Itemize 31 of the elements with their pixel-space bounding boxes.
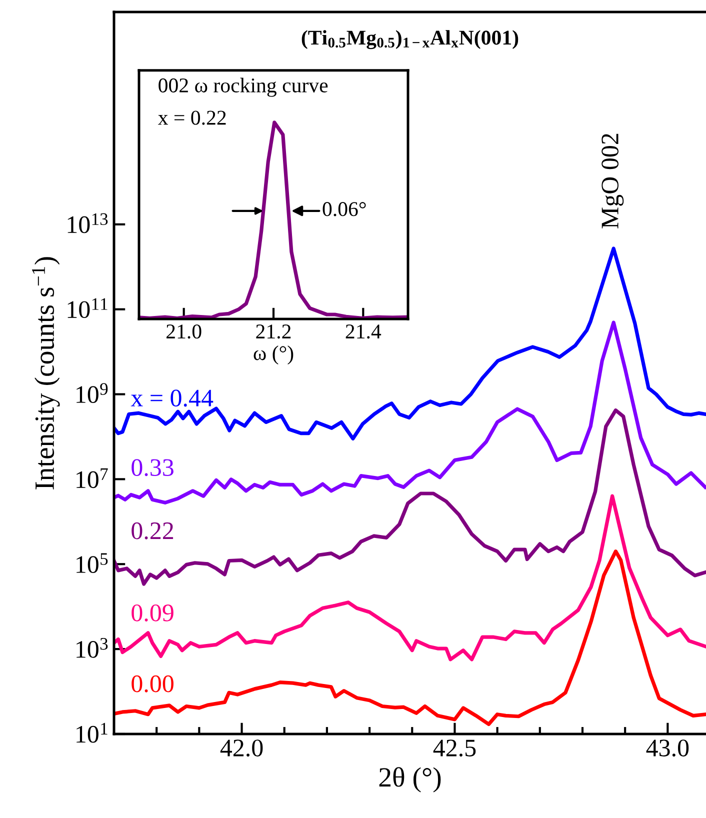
- chart-title: (Ti$_{0.5}$Mg$_{0.5}$)$_{1−x}$Al$_{x}$N(001): [302, 30, 518, 50]
- x-tick-label: 21.0: [166, 324, 202, 339]
- y-tick-label: 10$^{1}$: [76, 722, 108, 743]
- annotation: MgO 002: [602, 134, 624, 228]
- x-axis-title: ω (°): [254, 346, 294, 364]
- y-tick-label: 10$^{13}$: [68, 213, 108, 234]
- line-series: [114, 550, 706, 726]
- y-tick-label: 10$^{9}$: [76, 383, 108, 404]
- annotation: 0.06°: [322, 202, 366, 216]
- annotation: x = 0.22: [158, 110, 226, 125]
- y-tick-label: 10$^{5}$: [76, 553, 108, 574]
- series-label: 0.33: [132, 459, 174, 476]
- line-series: [114, 246, 706, 440]
- x-tick-label: 43.0: [646, 740, 689, 757]
- line-series: [114, 408, 706, 586]
- annotation: 002 ω rocking curve: [158, 78, 328, 97]
- series-label: 0.00: [132, 675, 174, 692]
- x-tick-label: 42.0: [220, 740, 263, 757]
- series-label: 0.09: [132, 604, 174, 622]
- y-tick-label: 10$^{7}$: [76, 468, 108, 488]
- y-tick-label: 10$^{3}$: [76, 638, 108, 658]
- series-label: 0.22: [132, 522, 174, 540]
- x-tick-label: 21.4: [346, 324, 382, 339]
- y-axis-title: Intensity (counts s$^{−1}$): [32, 257, 60, 490]
- line-series: [114, 494, 706, 662]
- y-tick-label: 10$^{11}$: [68, 298, 108, 318]
- series-label: x = 0.44: [130, 390, 214, 407]
- x-axis-title: 2θ (°): [379, 767, 441, 792]
- x-tick-label: 21.2: [256, 324, 291, 339]
- line-series: [114, 320, 706, 504]
- x-tick-label: 42.5: [433, 740, 476, 757]
